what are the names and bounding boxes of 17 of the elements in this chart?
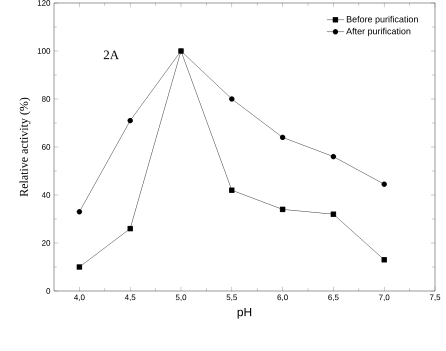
point (280, 206, 286, 212)
point (229, 96, 234, 102)
annotation: 2A (104, 50, 119, 60)
point (229, 188, 234, 193)
legend-label: Before purification (346, 16, 418, 24)
y-axis-title: Relative activity (%) (19, 98, 30, 196)
point (382, 257, 387, 262)
point (76, 209, 82, 214)
x-axis-title: pH (238, 308, 252, 319)
point (330, 212, 336, 217)
point (76, 264, 82, 270)
point (128, 118, 133, 124)
legend-label: After purification (346, 28, 410, 36)
point (128, 226, 133, 232)
point (330, 154, 336, 160)
point (280, 134, 286, 140)
point (382, 182, 387, 187)
